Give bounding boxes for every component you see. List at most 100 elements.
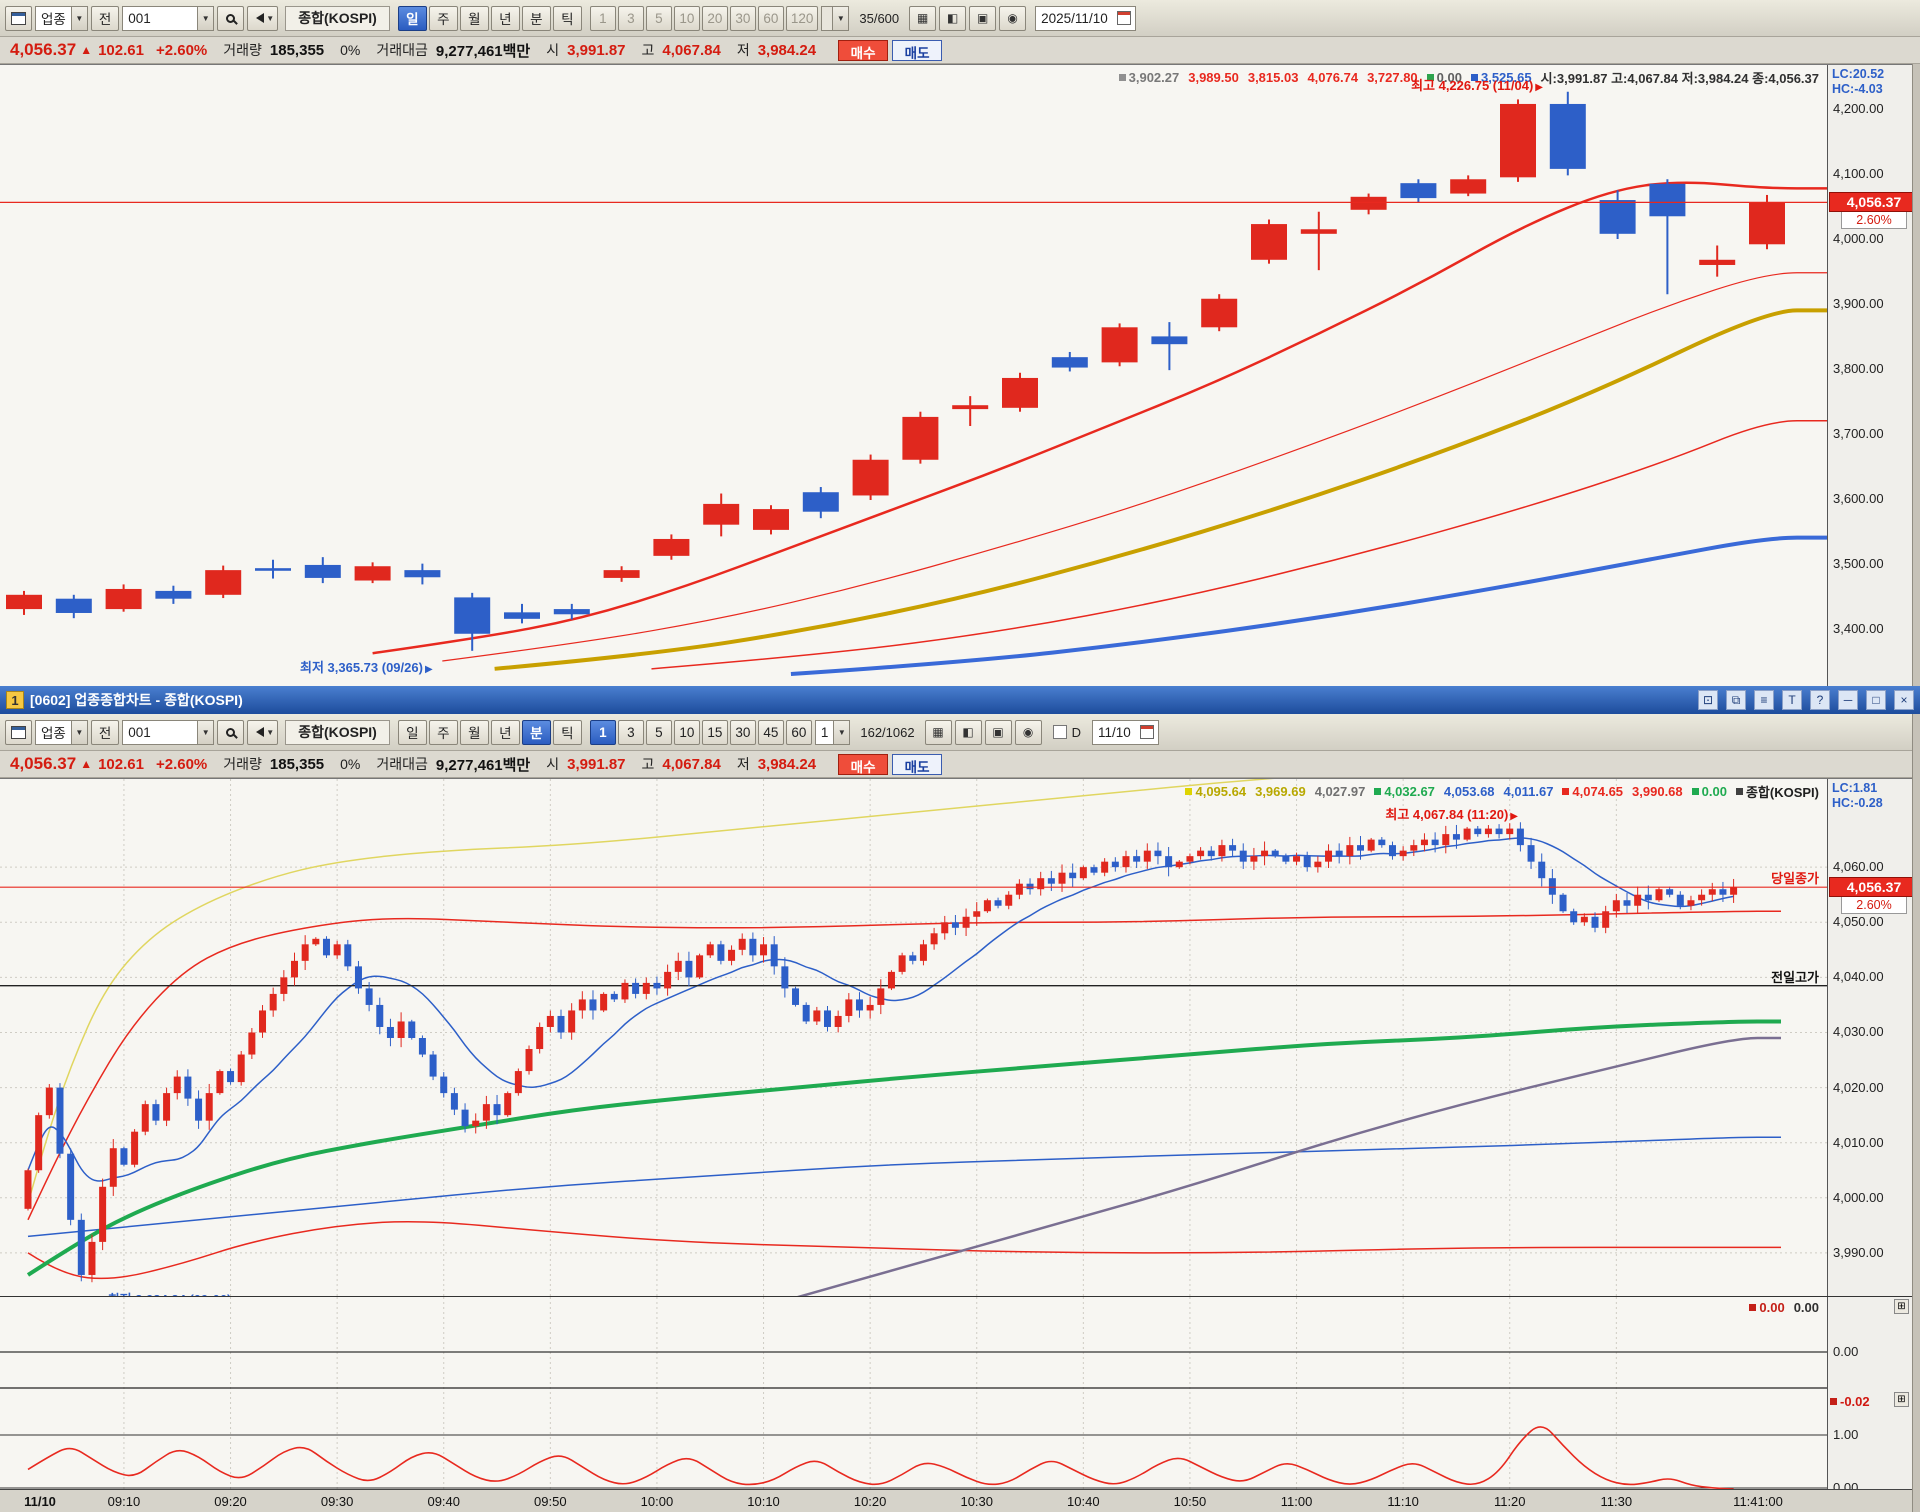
prev-button[interactable]: 전 (90, 5, 120, 31)
save-icon: ▣ (992, 725, 1004, 739)
expand-pane-button[interactable]: ⊞ (1894, 1299, 1909, 1314)
legend-marker (1426, 74, 1434, 81)
help-button[interactable]: ? (1810, 690, 1830, 710)
buy-button[interactable]: 매수 (838, 39, 889, 61)
daily-price-axis[interactable]: LC:20.52 HC:-4.03 4,056.37 2.60% 4,200.00… (1827, 65, 1920, 686)
y-axis-label: 4,000.00 (1833, 231, 1884, 246)
code-combo[interactable]: 001 ▼ (122, 5, 215, 31)
sell-button[interactable]: 매도 (892, 39, 943, 61)
settings-button[interactable]: ◉ (1014, 719, 1042, 745)
period-minute-button[interactable]: 분 (521, 5, 551, 31)
chart-type-button[interactable]: ▦ (924, 719, 952, 745)
crosshair-button[interactable]: ◧ (954, 719, 982, 745)
pin-button[interactable]: T (1782, 690, 1802, 710)
sector-select[interactable]: 업종 ▼ (35, 5, 88, 31)
chart-type-button[interactable]: ▦ (909, 5, 937, 31)
interval-button[interactable]: 60 (785, 719, 812, 745)
sound-alert-button[interactable]: ▼ (247, 719, 279, 745)
expand-pane-button[interactable]: ⊞ (1894, 1392, 1909, 1407)
interval-button[interactable]: 3 (617, 5, 644, 31)
code-search-button[interactable] (217, 5, 245, 31)
interval-button[interactable]: 3 (617, 719, 644, 745)
period-month-button[interactable]: 월 (459, 719, 489, 745)
period-day-button[interactable]: 일 (397, 719, 427, 745)
code-value: 001 (128, 10, 151, 26)
interval-button[interactable]: 30 (729, 5, 756, 31)
daily-low-annotation: 최저 3,365.73 (09/26) ▶ (300, 659, 433, 675)
interval-button[interactable]: 45 (757, 719, 784, 745)
sector-select-value: 업종 (41, 726, 66, 741)
scroll-strip[interactable] (1912, 64, 1920, 686)
minute-toolbar: 업종 ▼ 전 001 ▼ ▼ 종합(KOSPI) 일 주 월 년 분 틱 1 3 5… (0, 714, 1920, 751)
period-year-button[interactable]: 년 (490, 5, 520, 31)
clone-button[interactable]: ⧉ (1726, 690, 1746, 710)
settings-button[interactable]: ◉ (999, 5, 1027, 31)
window-menu-button[interactable] (5, 719, 32, 745)
cycle-input[interactable]: 1 ▼ (814, 719, 851, 745)
y-axis-label: 4,010.00 (1833, 1134, 1884, 1150)
period-tick-button[interactable]: 틱 (552, 5, 582, 31)
settings-icon: ◉ (1022, 725, 1034, 739)
minimize-button[interactable]: ─ (1838, 690, 1858, 710)
scroll-strip[interactable] (1912, 714, 1920, 1512)
interval-button[interactable]: 30 (729, 719, 756, 745)
sector-select[interactable]: 업종 ▼ (35, 719, 88, 745)
time-axis[interactable]: 11/10 09:10 09:20 09:30 09:40 09:50 10:00 10:10… (0, 1489, 1920, 1512)
value-value: 9,277,461백만 (435, 756, 531, 774)
dock-button[interactable]: ⊡ (1698, 690, 1718, 710)
menu-button[interactable]: ≡ (1754, 690, 1774, 710)
interval-button[interactable]: 10 (673, 719, 700, 745)
period-week-button[interactable]: 주 (428, 719, 458, 745)
daily-chart-plot[interactable]: 3,902.27 3,989.50 3,815.03 4,076.74 3,727.80… (0, 65, 1827, 686)
window-menu-button[interactable] (5, 5, 32, 31)
interval-button[interactable]: 5 (645, 5, 672, 31)
settings-icon: ◉ (1007, 11, 1018, 25)
period-month-button[interactable]: 월 (459, 5, 489, 31)
window-titlebar[interactable]: 1 [0602] 업종종합차트 - 종합(KOSPI) ⊡ ⧉ ≡ T ? ─ … (0, 686, 1920, 714)
interval-button[interactable]: 1 (589, 5, 616, 31)
chevron-down-icon: ▼ (833, 720, 850, 744)
save-button[interactable]: ▣ (984, 719, 1012, 745)
period-day-button[interactable]: 일 (397, 5, 427, 31)
date-picker[interactable]: 2025/11/10 (1035, 5, 1136, 31)
d-checkbox[interactable] (1052, 725, 1067, 739)
current-price-tag: 4,056.37 2.60% (1829, 192, 1919, 230)
maximize-button[interactable]: □ (1866, 690, 1886, 710)
interval-dropdown[interactable]: ▼ (821, 5, 850, 31)
minute-low-annotation: ◀최저 3,984.24 (09:06) (96, 1289, 231, 1296)
interval-button[interactable]: 5 (645, 719, 672, 745)
legend-marker (1118, 74, 1126, 81)
interval-button[interactable]: 1 (589, 719, 616, 745)
indicator-pane-plot[interactable]: 0.00 0.00 (0, 1297, 1827, 1489)
buy-button[interactable]: 매수 (838, 753, 889, 775)
time-axis-label: 11:20 (1493, 1494, 1526, 1509)
sound-alert-button[interactable]: ▼ (247, 5, 279, 31)
close-button[interactable]: × (1894, 690, 1914, 710)
period-year-button[interactable]: 년 (490, 719, 520, 745)
minute-price-axis[interactable]: LC:1.81 HC:-0.28 4,056.37 2.60% 4,060.00 4… (1827, 779, 1920, 1296)
sell-button[interactable]: 매도 (892, 753, 943, 775)
prev-button[interactable]: 전 (90, 719, 120, 745)
screen-number-badge: 1 (6, 691, 24, 709)
interval-button[interactable]: 120 (785, 5, 819, 31)
overlay-line (797, 1036, 1781, 1296)
date-picker[interactable]: 11/10 (1091, 719, 1159, 745)
minute-chart-plot[interactable]: 4,095.64 3,969.69 4,027.97 4,032.67 4,053.68… (0, 779, 1827, 1296)
legend-value: 3,969.69 (1255, 784, 1306, 799)
y-axis-label: 3,800.00 (1833, 360, 1884, 376)
window-title: [0602] 업종종합차트 - 종합(KOSPI) (30, 692, 243, 708)
code-combo[interactable]: 001 ▼ (122, 719, 215, 745)
period-tick-button[interactable]: 틱 (552, 719, 582, 745)
interval-button[interactable]: 20 (701, 5, 728, 31)
code-search-button[interactable] (217, 719, 245, 745)
crosshair-button[interactable]: ◧ (939, 5, 967, 31)
indicator-axis[interactable]: 0.00 -0.02 1.00 0.00 ⊞ ⊞ (1827, 1297, 1920, 1495)
save-button[interactable]: ▣ (969, 5, 997, 31)
period-minute-button[interactable]: 분 (521, 719, 551, 745)
period-week-button[interactable]: 주 (428, 5, 458, 31)
interval-button[interactable]: 10 (673, 5, 700, 31)
interval-button[interactable]: 60 (757, 5, 784, 31)
interval-button[interactable]: 15 (701, 719, 728, 745)
speaker-icon (251, 13, 265, 23)
